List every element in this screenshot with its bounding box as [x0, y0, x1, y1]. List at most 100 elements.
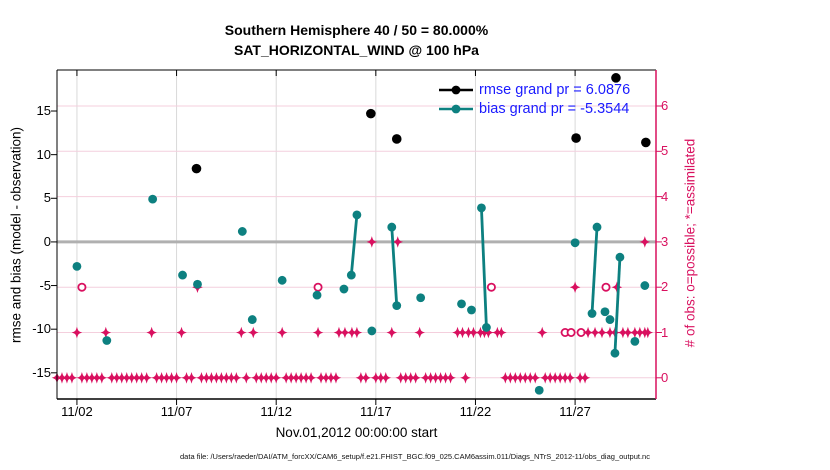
bias-point	[592, 222, 602, 232]
bias-segment	[480, 207, 488, 328]
assimilated-count-marker	[186, 372, 197, 384]
bias-point	[148, 194, 158, 204]
bias-point	[193, 279, 202, 289]
chart-subtitle: SAT_HORIZONTAL_WIND @ 100 hPa	[234, 42, 479, 58]
rmse-point	[641, 137, 651, 148]
right-tick-label: 4	[661, 188, 669, 204]
assimilated-count-marker	[270, 372, 282, 384]
assimilated-count-marker	[66, 372, 78, 384]
assimilated-count-marker	[146, 326, 157, 339]
assimilated-count-marker	[457, 326, 468, 339]
right-tick-label: 5	[661, 143, 669, 159]
right-axis-label: # of obs: o=possible; *=assimilated	[682, 138, 698, 348]
assimilated-count-marker	[410, 372, 421, 384]
bias-point	[352, 210, 362, 220]
bias-segment	[390, 226, 399, 306]
bias-point	[610, 348, 620, 358]
assimilated-count-marker	[141, 372, 152, 384]
assimilated-count-marker	[247, 326, 259, 339]
bias-point	[102, 336, 112, 345]
bias-point	[605, 315, 615, 324]
assimilated-count-marker	[579, 372, 591, 384]
x-tick-label: 11/27	[559, 404, 591, 419]
legend: rmse grand pr = 6.0876 bias grand pr = -…	[438, 80, 630, 118]
x-tick-label: 11/17	[360, 404, 392, 419]
bias-point	[392, 301, 402, 311]
assimilated-count-marker	[100, 326, 112, 339]
assimilated-count-marker	[639, 236, 651, 248]
assimilated-count-marker	[339, 326, 351, 339]
x-tick-label: 11/07	[160, 404, 193, 419]
rmse-point	[366, 108, 376, 119]
assimilated-count-marker	[483, 326, 494, 339]
assimilated-count-marker	[496, 326, 507, 339]
bias-point	[312, 290, 322, 300]
right-tick-label: 6	[661, 98, 669, 113]
right-tick-label: 2	[661, 279, 669, 295]
bias-point	[467, 305, 476, 315]
bias-point	[640, 281, 650, 290]
x-tick-label: 11/02	[61, 404, 93, 419]
assimilated-count-marker	[333, 326, 345, 339]
assimilated-count-marker	[351, 326, 363, 339]
assimilated-count-marker	[241, 372, 252, 384]
assimilated-count-marker	[71, 326, 83, 339]
rmse-point	[391, 134, 402, 144]
bias-point	[570, 238, 580, 248]
left-tick-label: -15	[32, 364, 51, 380]
bias-point	[387, 222, 397, 232]
bias-point	[247, 315, 257, 324]
bias-point	[482, 323, 491, 332]
assimilated-count-marker	[582, 326, 594, 339]
rmse-line-marker-icon	[439, 85, 473, 94]
bias-point	[615, 252, 625, 262]
possible-count-marker	[566, 328, 576, 338]
bias-line-marker-icon	[439, 104, 473, 113]
bias-point	[600, 307, 610, 317]
assimilated-count-marker	[596, 326, 608, 339]
bias-point	[346, 270, 356, 280]
assimilated-count-marker	[460, 372, 471, 384]
bias-point	[178, 270, 187, 280]
assimilated-count-marker	[445, 372, 456, 384]
assimilated-count-marker	[468, 326, 479, 339]
left-tick-label: 0	[43, 233, 51, 249]
possible-count-marker	[313, 282, 323, 292]
left-tick-label: 10	[36, 146, 51, 162]
rmse-point	[571, 133, 581, 143]
bias-point	[477, 203, 486, 213]
assimilated-count-marker	[366, 236, 378, 248]
left-tick-label: 15	[36, 103, 51, 119]
assimilated-count-marker	[96, 372, 108, 384]
right-tick-label: 1	[661, 324, 669, 340]
left-tick-label: -5	[39, 277, 51, 293]
assimilated-count-marker	[171, 372, 182, 384]
bias-point	[587, 309, 597, 318]
bias-point	[457, 299, 466, 309]
chart-title: Southern Hemisphere 40 / 50 = 80.000%	[224, 22, 489, 38]
legend-row-bias: bias grand pr = -5.3544	[438, 99, 630, 118]
bias-point	[237, 227, 247, 236]
rmse-point	[611, 73, 621, 83]
x-tick-label: 11/22	[459, 404, 492, 419]
right-tick-label: 3	[661, 233, 669, 249]
assimilated-count-marker	[312, 326, 324, 339]
possible-count-marker	[601, 282, 611, 292]
legend-row-rmse: rmse grand pr = 6.0876	[438, 80, 630, 99]
legend-rmse-label: rmse grand pr = 6.0876	[479, 81, 631, 98]
bias-segment	[590, 227, 599, 314]
bias-point	[534, 385, 544, 395]
bias-point	[630, 337, 640, 346]
possible-count-marker	[77, 282, 87, 292]
assimilated-count-marker	[414, 326, 425, 339]
assimilated-count-marker	[611, 281, 623, 294]
assimilated-count-marker	[392, 236, 404, 248]
assimilated-count-marker	[642, 326, 654, 339]
assimilated-count-marker	[176, 326, 187, 339]
bias-point	[416, 293, 426, 303]
x-axis-label: Nov.01,2012 00:00:00 start	[275, 425, 438, 440]
assimilated-count-marker	[231, 372, 242, 384]
bias-point	[339, 284, 349, 294]
